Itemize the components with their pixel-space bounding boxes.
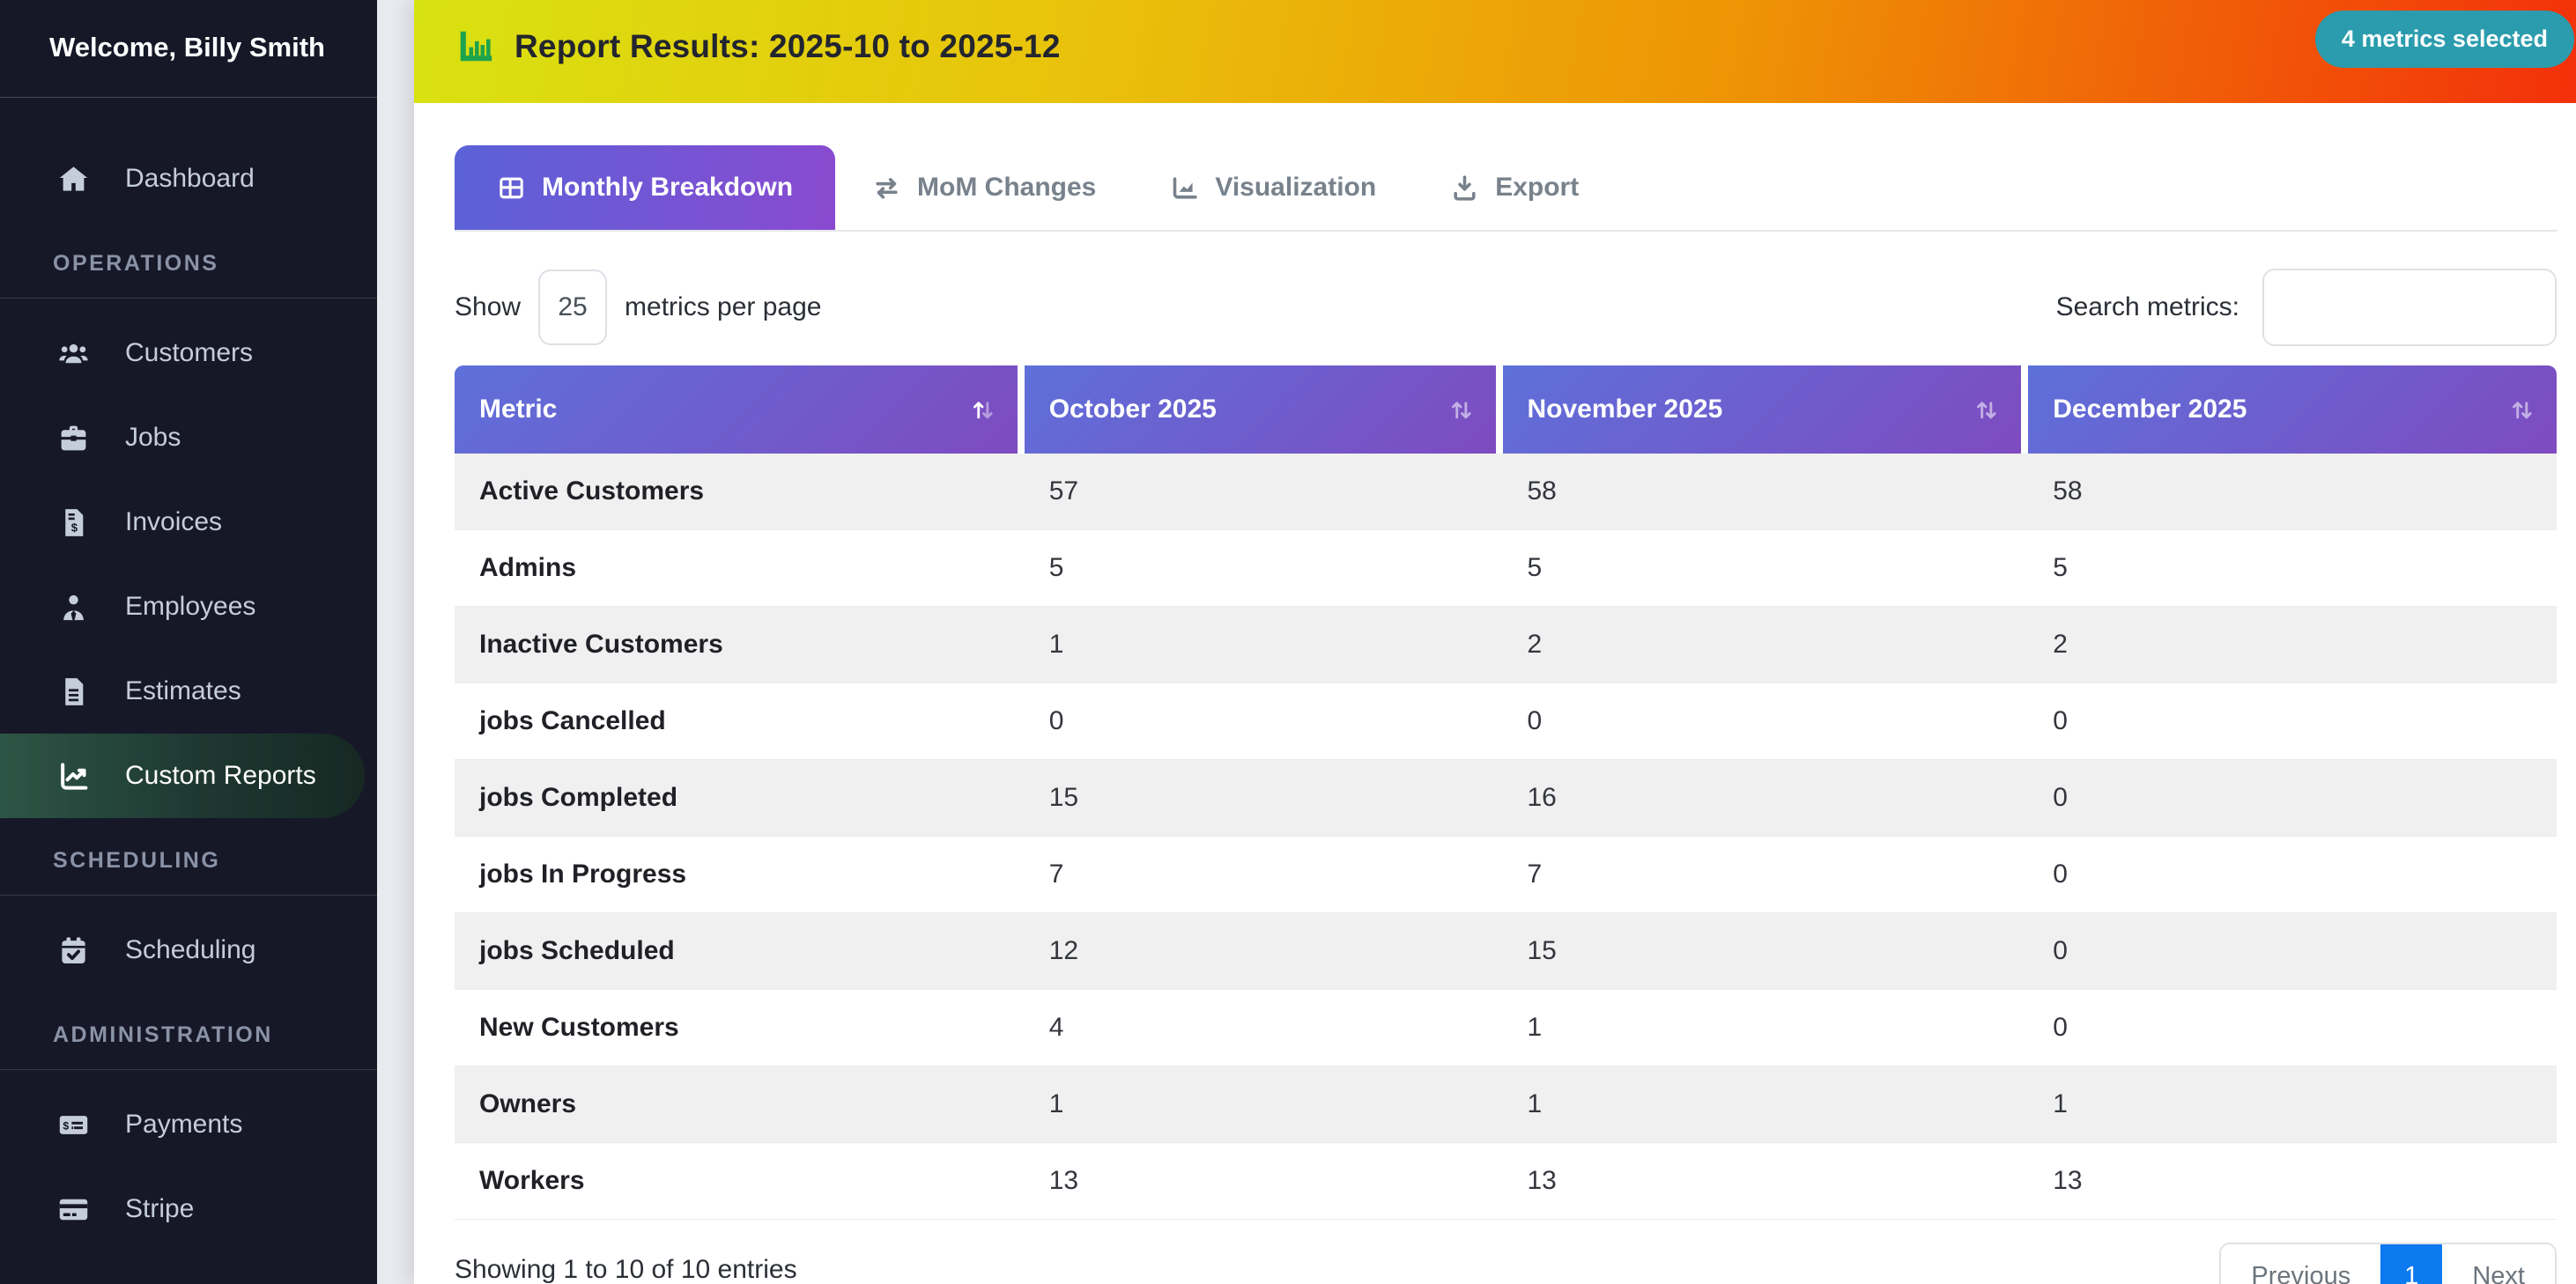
sidebar-item-label: Scheduling bbox=[125, 935, 256, 964]
table-row: Inactive Customers 1 2 2 bbox=[455, 607, 2557, 683]
section-personal: PERSONAL bbox=[0, 1281, 377, 1284]
sort-icon bbox=[1973, 396, 2000, 424]
credit-card-icon bbox=[53, 1193, 93, 1226]
sidebar-item-customers[interactable]: Customers bbox=[0, 311, 377, 395]
svg-text:$: $ bbox=[63, 1119, 69, 1132]
home-icon bbox=[53, 163, 93, 196]
file-lines-icon bbox=[53, 675, 93, 708]
sidebar-item-scheduling[interactable]: Scheduling bbox=[0, 908, 377, 993]
tab-label: Monthly Breakdown bbox=[542, 173, 794, 202]
table-header-row: Metric October 2025 bbox=[455, 365, 2557, 454]
show-label: Show bbox=[455, 292, 522, 321]
tab-label: Export bbox=[1495, 173, 1580, 202]
report-content: Monthly Breakdown MoM Changes Visualizat… bbox=[414, 145, 2576, 1284]
sidebar-nav: Dashboard OPERATIONS Customers Jobs bbox=[0, 98, 377, 1284]
sidebar: Welcome, Billy Smith Dashboard OPERATION… bbox=[0, 0, 377, 1284]
sidebar-item-jobs[interactable]: Jobs bbox=[0, 395, 377, 480]
user-tie-icon bbox=[53, 591, 93, 624]
sidebar-item-label: Payments bbox=[125, 1110, 243, 1139]
table-row: jobs Cancelled 0 0 0 bbox=[455, 683, 2557, 760]
svg-text:$: $ bbox=[70, 520, 78, 534]
table-row: Workers 13 13 13 bbox=[455, 1143, 2557, 1220]
chart-line-icon bbox=[53, 760, 93, 793]
search-label: Search metrics: bbox=[2055, 292, 2239, 321]
tab-visualization[interactable]: Visualization bbox=[1133, 145, 1413, 230]
sidebar-item-label: Customers bbox=[125, 338, 254, 367]
page-title: Report Results: 2025-10 to 2025-12 bbox=[514, 28, 1061, 64]
tab-label: Visualization bbox=[1215, 173, 1377, 202]
metrics-table: Metric October 2025 bbox=[455, 365, 2557, 1220]
download-icon bbox=[1454, 174, 1476, 201]
report-tabs: Monthly Breakdown MoM Changes Visualizat… bbox=[455, 145, 2557, 232]
sidebar-item-stripe[interactable]: Stripe bbox=[0, 1167, 377, 1251]
report-card: Report Results: 2025-10 to 2025-12 4 met… bbox=[414, 0, 2576, 1284]
sidebar-item-label: Custom Reports bbox=[125, 761, 316, 790]
page-1-button[interactable]: 1 bbox=[2380, 1244, 2443, 1284]
calendar-check-icon bbox=[53, 934, 93, 967]
section-scheduling: SCHEDULING bbox=[0, 848, 377, 896]
table-row: Owners 1 1 1 bbox=[455, 1066, 2557, 1143]
tab-monthly-breakdown[interactable]: Monthly Breakdown bbox=[455, 145, 836, 230]
sidebar-item-estimates[interactable]: Estimates bbox=[0, 649, 377, 734]
pagination: Previous 1 Next bbox=[2219, 1243, 2557, 1284]
chart-area-icon bbox=[1173, 176, 1198, 199]
sort-icon bbox=[1447, 396, 1475, 424]
briefcase-icon bbox=[53, 422, 93, 454]
search-input[interactable] bbox=[2262, 269, 2557, 346]
section-operations: OPERATIONS bbox=[0, 251, 377, 299]
table-cells-icon bbox=[500, 177, 523, 198]
table-controls: Show 25 metrics per page Search metrics: bbox=[455, 269, 2557, 346]
entries-summary: Showing 1 to 10 of 10 entries bbox=[455, 1255, 797, 1284]
sidebar-item-custom-reports[interactable]: Custom Reports bbox=[0, 734, 365, 818]
sidebar-item-label: Dashboard bbox=[125, 164, 255, 193]
users-icon bbox=[53, 337, 93, 370]
main-area: Report Results: 2025-10 to 2025-12 4 met… bbox=[377, 0, 2576, 1284]
sort-icon bbox=[2508, 396, 2535, 424]
tab-export[interactable]: Export bbox=[1413, 145, 1616, 230]
sidebar-item-employees[interactable]: Employees bbox=[0, 565, 377, 649]
column-header-october-2025[interactable]: October 2025 bbox=[1024, 365, 1503, 454]
table-row: jobs Scheduled 12 15 0 bbox=[455, 913, 2557, 990]
per-page-label: metrics per page bbox=[625, 292, 822, 321]
exchange-icon bbox=[876, 177, 898, 199]
sidebar-item-label: Invoices bbox=[125, 507, 223, 536]
tab-mom-changes[interactable]: MoM Changes bbox=[835, 145, 1133, 230]
next-page-button[interactable]: Next bbox=[2442, 1244, 2555, 1284]
table-body: Active Customers 57 58 58 Admins 5 5 5 I… bbox=[455, 454, 2557, 1220]
column-header-december-2025[interactable]: December 2025 bbox=[2028, 365, 2557, 454]
column-header-november-2025[interactable]: November 2025 bbox=[1502, 365, 2029, 454]
welcome-text: Welcome, Billy Smith bbox=[0, 0, 377, 98]
table-row: New Customers 4 1 0 bbox=[455, 990, 2557, 1066]
sort-icon bbox=[969, 396, 996, 424]
page-size-select[interactable]: 25 bbox=[538, 269, 608, 345]
table-row: Admins 5 5 5 bbox=[455, 530, 2557, 607]
section-administration: ADMINISTRATION bbox=[0, 1022, 377, 1070]
table-footer: Showing 1 to 10 of 10 entries Previous 1… bbox=[455, 1243, 2557, 1284]
table-row: jobs Completed 15 16 0 bbox=[455, 760, 2557, 837]
table-row: Active Customers 57 58 58 bbox=[455, 454, 2557, 530]
column-header-metric[interactable]: Metric bbox=[455, 365, 1025, 454]
report-header: Report Results: 2025-10 to 2025-12 4 met… bbox=[414, 0, 2576, 103]
previous-page-button[interactable]: Previous bbox=[2221, 1244, 2381, 1284]
chart-column-icon bbox=[460, 31, 492, 62]
sidebar-item-label: Jobs bbox=[125, 423, 181, 452]
sidebar-item-label: Stripe bbox=[125, 1194, 195, 1223]
sidebar-item-invoices[interactable]: $ Invoices bbox=[0, 480, 377, 565]
sidebar-item-label: Employees bbox=[125, 592, 256, 621]
sidebar-item-dashboard[interactable]: Dashboard bbox=[0, 137, 377, 221]
money-check-icon: $ bbox=[53, 1109, 93, 1141]
tab-label: MoM Changes bbox=[917, 173, 1097, 202]
sidebar-item-label: Estimates bbox=[125, 676, 241, 705]
sidebar-item-payments[interactable]: $ Payments bbox=[0, 1082, 377, 1167]
table-row: jobs In Progress 7 7 0 bbox=[455, 837, 2557, 913]
metrics-selected-badge: 4 metrics selected bbox=[2314, 11, 2574, 68]
file-invoice-dollar-icon: $ bbox=[53, 506, 93, 539]
